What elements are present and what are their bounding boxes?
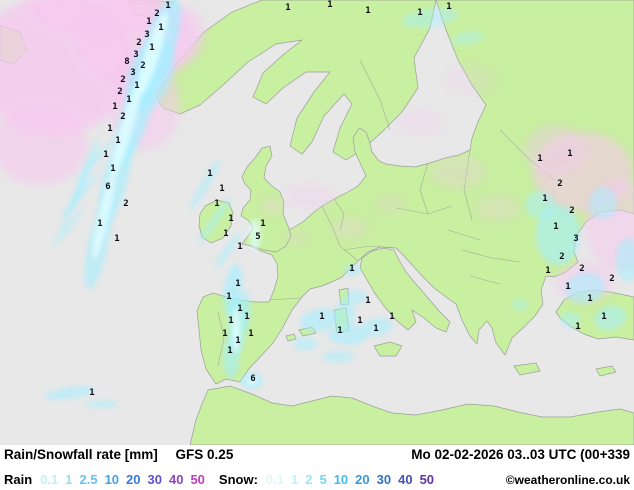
land-sicily: [373, 341, 403, 357]
model-name: GFS 0.25: [175, 447, 234, 462]
snow-label: Snow:: [218, 472, 258, 487]
land-scandinavia: [155, 0, 437, 161]
snow-legend-value: 10: [333, 472, 349, 487]
snow-legend: 0.1 1 2 5 10 20 30 40 50: [266, 472, 434, 487]
snow-legend-value: 2: [305, 472, 313, 487]
chart-title: Rain/Snowfall rate [mm]: [4, 447, 158, 462]
rain-label: Rain: [4, 472, 33, 487]
snow-legend-value: 20: [355, 472, 370, 487]
rain-legend-value: 30: [147, 472, 162, 487]
rain-legend-value: 1: [65, 472, 73, 487]
rain-legend-value: 40: [168, 472, 184, 487]
footer-bar: Rain/Snowfall rate [mm] GFS 0.25 Mo 02-0…: [0, 445, 634, 490]
snow-legend-value: 40: [398, 472, 413, 487]
snow-legend-value: 1: [290, 472, 299, 487]
chart-title-group: Rain/Snowfall rate [mm] GFS 0.25: [4, 447, 233, 462]
rain-legend-value: 20: [126, 472, 141, 487]
land-crete: [513, 362, 541, 376]
snow-legend-value: 50: [419, 472, 435, 487]
rain-legend-value: 50: [190, 472, 205, 487]
copyright: ©weatheronline.co.uk: [505, 473, 630, 487]
land-continent: [196, 0, 634, 385]
valid-datetime: Mo 02-02-2026 03..03 UTC (00+339: [411, 447, 630, 462]
rain-legend-value: 0.1: [40, 472, 59, 487]
snow-legend-value: 0.1: [265, 472, 284, 487]
rain-legend-value: 10: [104, 472, 120, 487]
land-balearics-small: [285, 333, 297, 342]
land-north-africa: [189, 385, 634, 445]
land-cyprus: [595, 365, 617, 377]
europe-map-svg: [0, 0, 634, 445]
land-italy: [359, 247, 451, 333]
snow-precip-layer: [44, 0, 634, 408]
snow-legend-value: 5: [319, 472, 327, 487]
rain-precip-layer: [0, 0, 634, 302]
footer-legend-row: Rain 0.1 1 2.5 10 20 30 40 50 Snow: 0.1 1 2 5 10 20 3…: [4, 472, 630, 487]
footer-title-row: Rain/Snowfall rate [mm] GFS 0.25 Mo 02-0…: [4, 447, 630, 462]
rain-legend: 0.1 1 2.5 10 20 30 40 50: [40, 472, 205, 487]
snow-legend-value: 30: [376, 472, 392, 487]
rain-legend-value: 2.5: [79, 472, 98, 487]
